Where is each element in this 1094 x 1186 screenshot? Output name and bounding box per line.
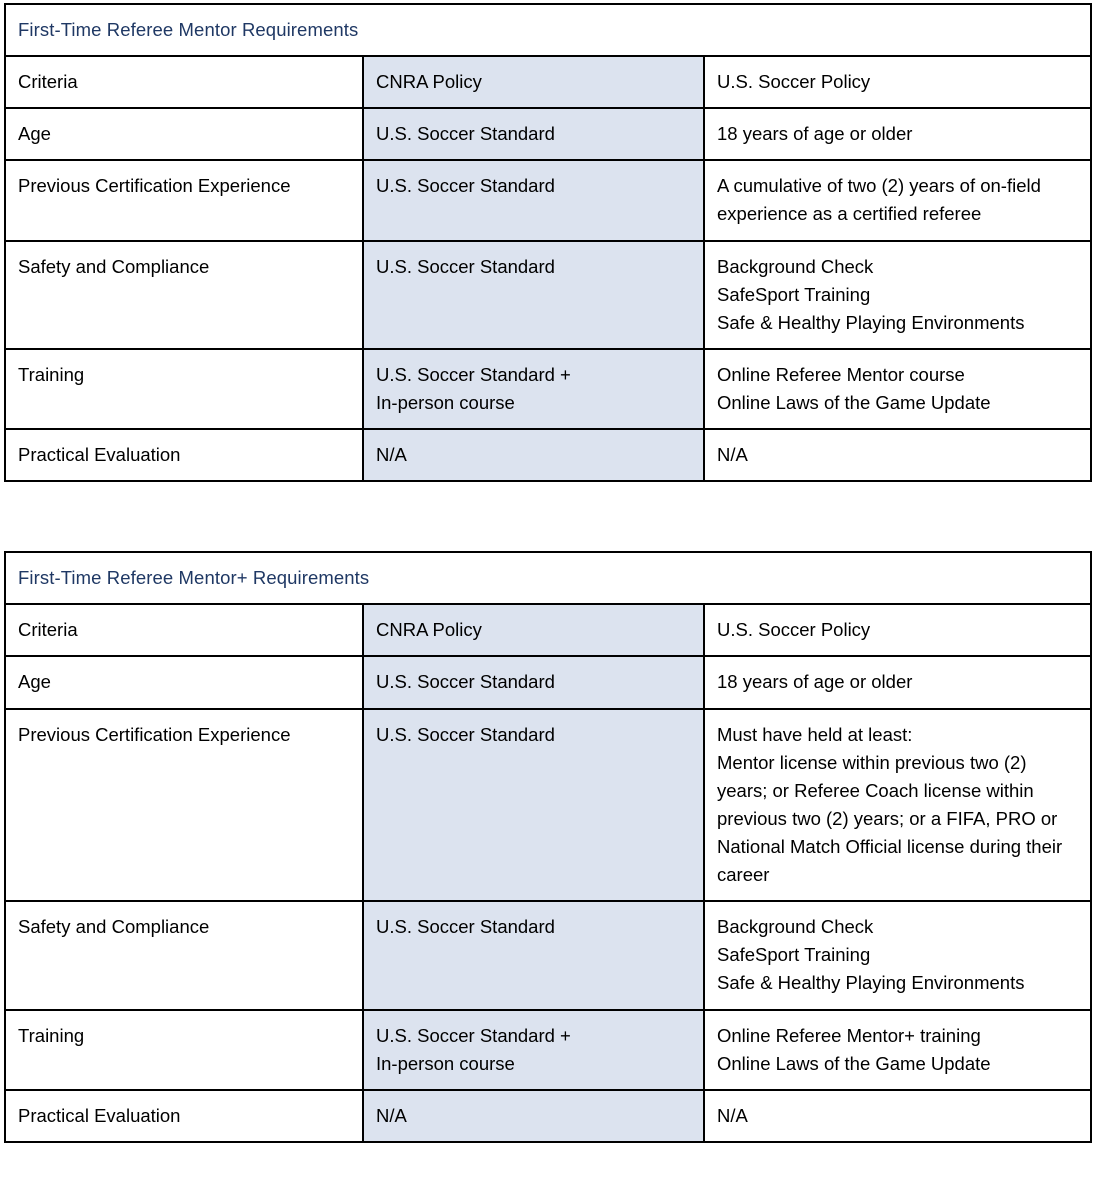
table-spacer <box>4 482 1090 551</box>
cell-cnra-policy: U.S. Soccer Standard <box>362 239 705 350</box>
cell-us-soccer-policy: N/A <box>702 428 1093 483</box>
cell-line: 18 years of age or older <box>717 123 913 145</box>
table-row: Age U.S. Soccer Standard 18 years of age… <box>4 107 1093 162</box>
cell-line: U.S. Soccer Standard <box>376 916 555 938</box>
table-row: Previous Certification Experience U.S. S… <box>4 707 1093 903</box>
mentor-plus-requirements-table: First-Time Referee Mentor+ Requirements … <box>3 551 1093 1143</box>
cell-cnra-policy: U.S. Soccer Standard <box>362 655 705 710</box>
cell-line: A cumulative of two (2) years of on-fiel… <box>717 175 1041 225</box>
cell-line: Online Laws of the Game Update <box>717 391 991 413</box>
table-title: First-Time Referee Mentor Requirements <box>3 2 1093 58</box>
cell-line: Background Check <box>717 916 874 938</box>
cell-criteria: Safety and Compliance <box>4 239 364 350</box>
cell-line: N/A <box>717 444 748 466</box>
column-header-cnra-policy: CNRA Policy <box>362 55 705 110</box>
cell-criteria: Age <box>4 107 364 162</box>
cell-criteria: Age <box>4 655 364 710</box>
mentor-requirements-table: First-Time Referee Mentor Requirements C… <box>3 2 1093 483</box>
cell-line: U.S. Soccer Standard <box>376 255 555 277</box>
column-header-us-soccer-policy: U.S. Soccer Policy <box>702 55 1093 110</box>
cell-line: SafeSport Training <box>717 283 871 305</box>
cell-line: N/A <box>376 1104 407 1126</box>
cell-line: U.S. Soccer Standard <box>376 723 555 745</box>
cell-cnra-policy: U.S. Soccer Standard + In-person course <box>362 1008 705 1091</box>
cell-criteria: Previous Certification Experience <box>4 159 364 242</box>
cell-criteria: Training <box>4 1008 364 1091</box>
cell-cnra-policy: U.S. Soccer Standard <box>362 900 705 1011</box>
cell-us-soccer-policy: 18 years of age or older <box>702 655 1093 710</box>
cell-line: Must have held at least: <box>717 723 913 745</box>
cell-criteria: Safety and Compliance <box>4 900 364 1011</box>
cell-line: In-person course <box>376 1052 515 1074</box>
cell-us-soccer-policy: A cumulative of two (2) years of on-fiel… <box>702 159 1093 242</box>
cell-cnra-policy: U.S. Soccer Standard <box>362 159 705 242</box>
cell-line: U.S. Soccer Standard + <box>376 1024 571 1046</box>
cell-line: Mentor license within previous two (2) y… <box>717 751 1063 886</box>
table-header-row: Criteria CNRA Policy U.S. Soccer Policy <box>4 55 1093 110</box>
table-row: Training U.S. Soccer Standard + In-perso… <box>4 1008 1093 1091</box>
cell-line: Online Referee Mentor+ training <box>717 1024 981 1046</box>
column-header-us-soccer-policy: U.S. Soccer Policy <box>702 603 1093 658</box>
cell-line: U.S. Soccer Standard <box>376 123 555 145</box>
cell-line: N/A <box>717 1104 748 1126</box>
cell-line: In-person course <box>376 391 515 413</box>
cell-line: U.S. Soccer Standard <box>376 671 555 693</box>
cell-line: Safe & Healthy Playing Environments <box>717 972 1025 994</box>
table-row: Age U.S. Soccer Standard 18 years of age… <box>4 655 1093 710</box>
cell-criteria: Training <box>4 347 364 431</box>
cell-line: 18 years of age or older <box>717 671 913 693</box>
cell-us-soccer-policy: Online Referee Mentor course Online Laws… <box>702 347 1093 431</box>
cell-us-soccer-policy: 18 years of age or older <box>702 107 1093 162</box>
table-header-row: Criteria CNRA Policy U.S. Soccer Policy <box>4 603 1093 658</box>
cell-us-soccer-policy: Background Check SafeSport Training Safe… <box>702 900 1093 1011</box>
cell-criteria: Practical Evaluation <box>4 428 364 483</box>
column-header-criteria: Criteria <box>4 55 364 110</box>
table-row: Previous Certification Experience U.S. S… <box>4 159 1093 242</box>
cell-line: SafeSport Training <box>717 944 871 966</box>
column-header-criteria: Criteria <box>4 603 364 658</box>
cell-line: Online Referee Mentor course <box>717 363 965 385</box>
cell-cnra-policy: N/A <box>362 1088 705 1143</box>
table-row: Practical Evaluation N/A N/A <box>4 428 1093 483</box>
table-title-row: First-Time Referee Mentor+ Requirements <box>3 551 1093 606</box>
table-title-row: First-Time Referee Mentor Requirements <box>3 2 1093 58</box>
table-row: Practical Evaluation N/A N/A <box>4 1088 1093 1143</box>
cell-cnra-policy: U.S. Soccer Standard <box>362 107 705 162</box>
cell-criteria: Previous Certification Experience <box>4 707 364 903</box>
cell-line: U.S. Soccer Standard + <box>376 363 571 385</box>
cell-cnra-policy: N/A <box>362 428 705 483</box>
cell-cnra-policy: U.S. Soccer Standard <box>362 707 705 903</box>
cell-line: Safe & Healthy Playing Environments <box>717 311 1025 333</box>
cell-us-soccer-policy: Must have held at least: Mentor license … <box>702 707 1093 903</box>
column-header-cnra-policy: CNRA Policy <box>362 603 705 658</box>
cell-us-soccer-policy: Online Referee Mentor+ training Online L… <box>702 1008 1093 1091</box>
cell-line: Background Check <box>717 255 874 277</box>
cell-us-soccer-policy: N/A <box>702 1088 1093 1143</box>
cell-line: N/A <box>376 444 407 466</box>
cell-line: U.S. Soccer Standard <box>376 175 555 197</box>
cell-us-soccer-policy: Background Check SafeSport Training Safe… <box>702 239 1093 350</box>
table-row: Safety and Compliance U.S. Soccer Standa… <box>4 239 1093 350</box>
table-row: Training U.S. Soccer Standard + In-perso… <box>4 347 1093 431</box>
cell-cnra-policy: U.S. Soccer Standard + In-person course <box>362 347 705 431</box>
cell-line: Online Laws of the Game Update <box>717 1052 991 1074</box>
table-row: Safety and Compliance U.S. Soccer Standa… <box>4 900 1093 1011</box>
cell-criteria: Practical Evaluation <box>4 1088 364 1143</box>
table-title: First-Time Referee Mentor+ Requirements <box>3 551 1093 606</box>
